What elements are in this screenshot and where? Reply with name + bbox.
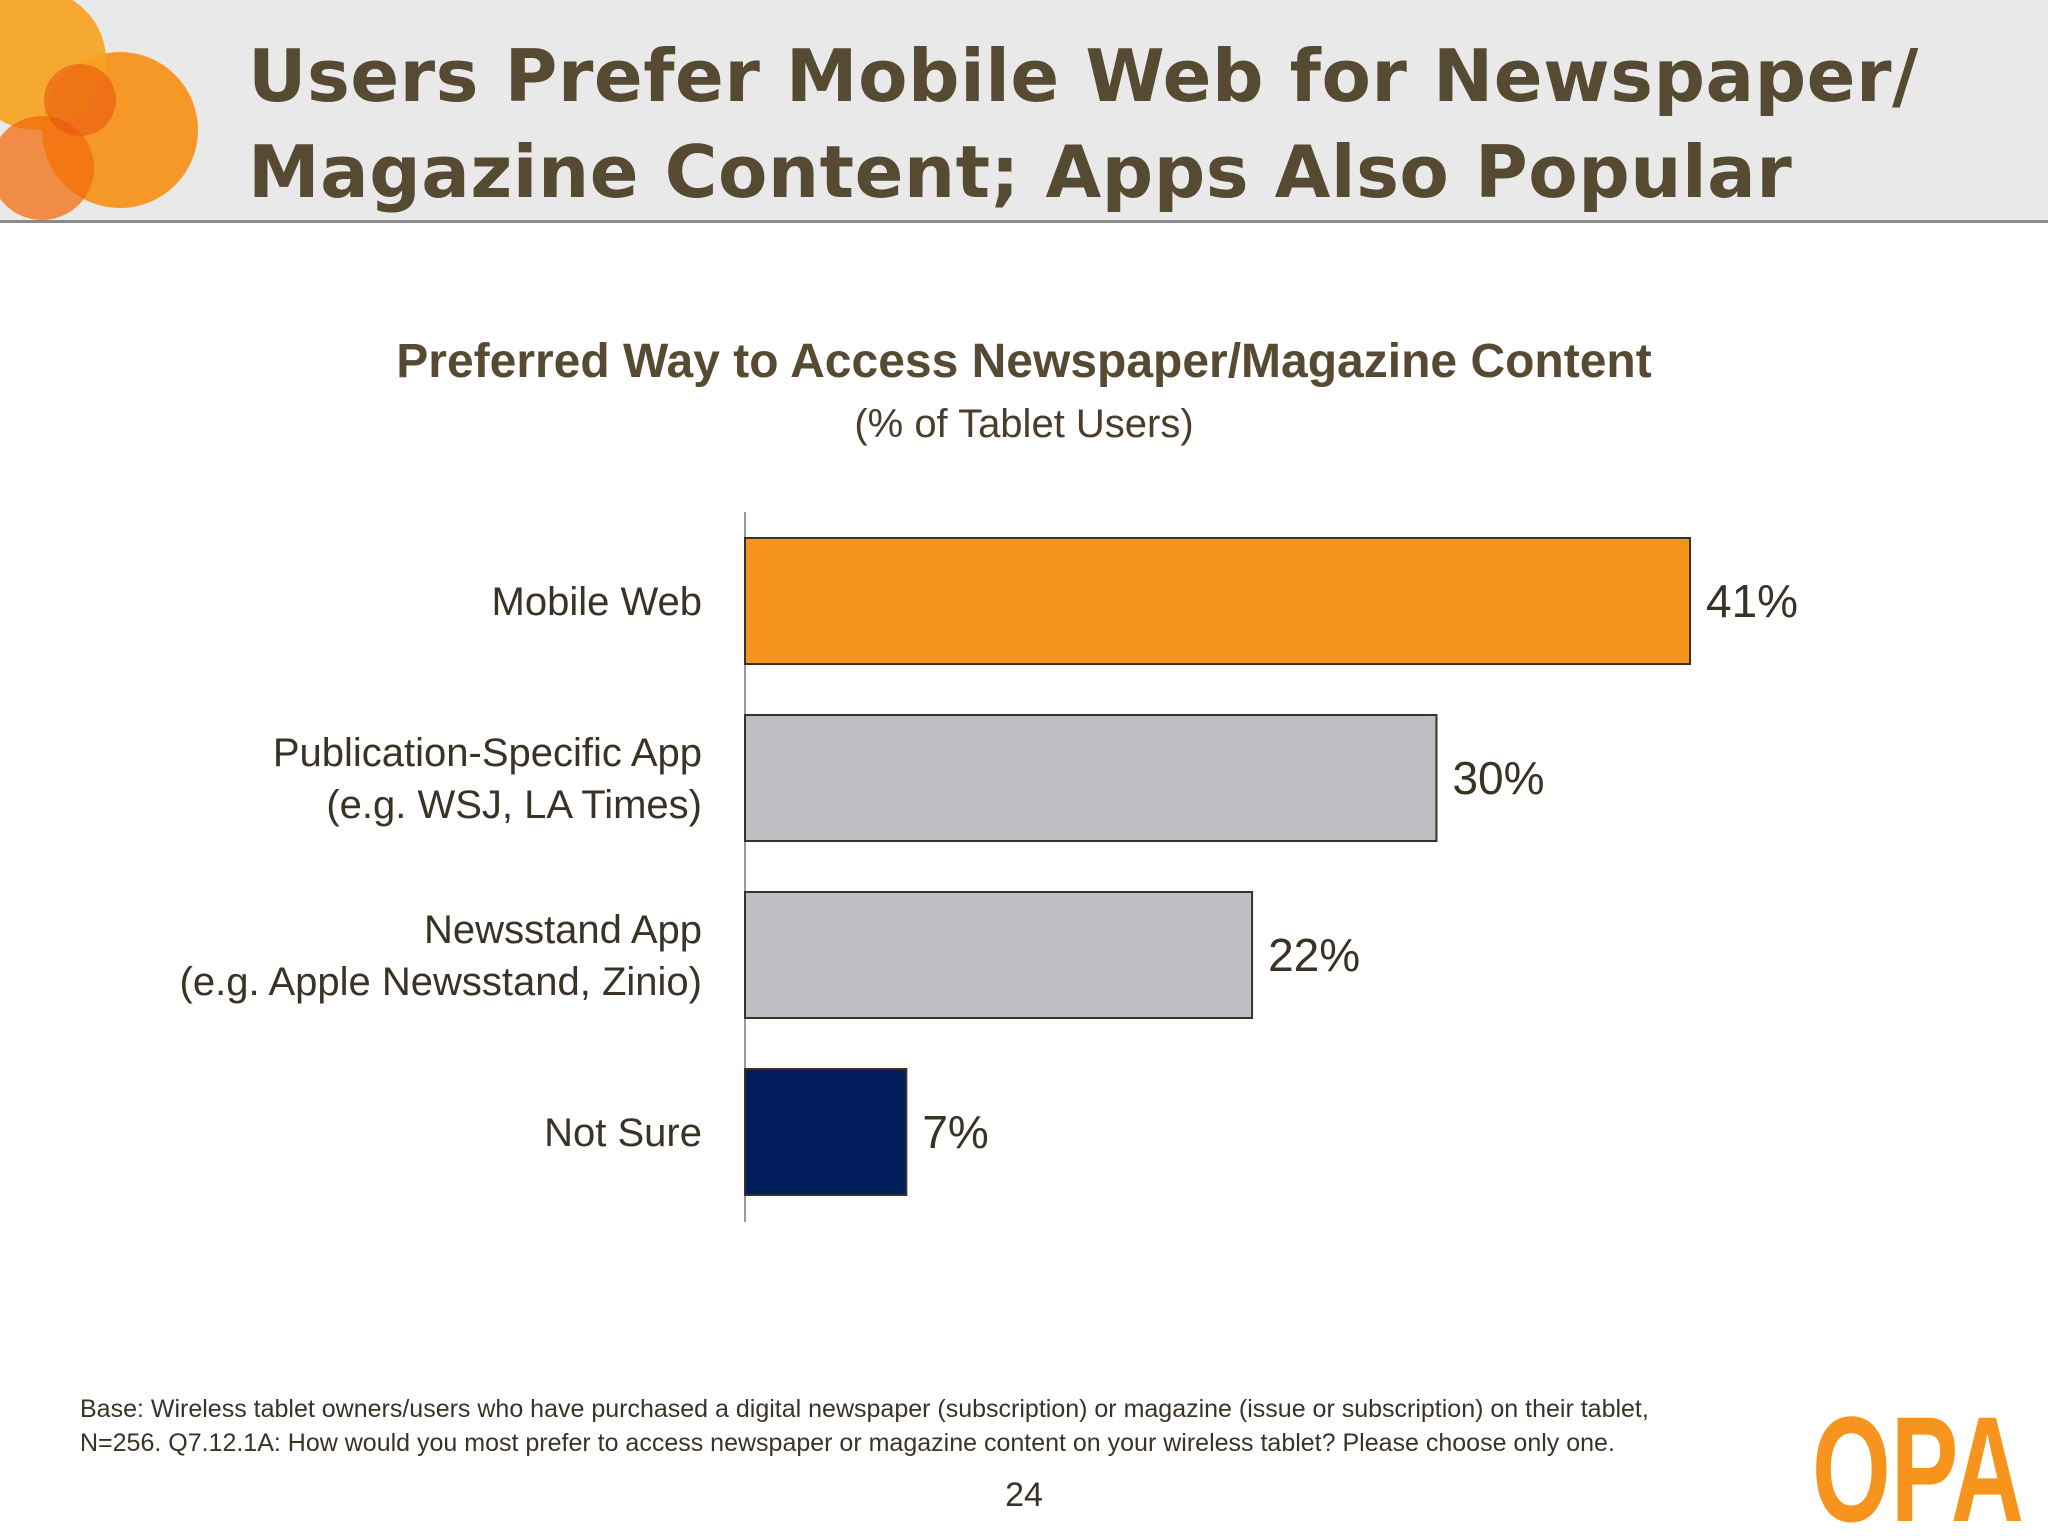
slide-title: Users Prefer Mobile Web for Newspaper/ M… (248, 28, 2008, 220)
category-label-0-line-0: Mobile Web (492, 580, 702, 624)
orange-circles-logo-decoration (0, 0, 198, 220)
bar-chart: 41% Mobile Web 30% Publication-Specific App… (180, 512, 1798, 1222)
page-number: 24 (1005, 1476, 1043, 1514)
category-label-1-line-0: Publication-Specific App (273, 731, 702, 775)
opa-logo-text: OPA (1812, 1395, 2024, 1530)
chart-title: Preferred Way to Access Newspaper/Magazi… (396, 335, 1652, 388)
bar-0 (744, 537, 1691, 665)
slide-header: Users Prefer Mobile Web for Newspaper/ M… (0, 0, 2048, 223)
bar-value-label-2: 22% (1268, 929, 1360, 981)
category-label-3-line-0: Not Sure (544, 1111, 702, 1155)
footnote: Base: Wireless tablet owners/users who h… (80, 1392, 1820, 1460)
footnote-line-1: Base: Wireless tablet owners/users who h… (80, 1395, 1649, 1423)
bar-value-label-0: 41% (1706, 575, 1798, 627)
bar-2 (744, 891, 1254, 1019)
bar-value-label-1: 30% (1452, 752, 1544, 804)
bar-value-label-3: 7% (922, 1106, 988, 1158)
bar-1 (744, 714, 1438, 842)
category-label-2-line-0: Newsstand App (424, 908, 702, 952)
category-label-1-line-1: (e.g. WSJ, LA Times) (326, 783, 702, 827)
bar-3 (744, 1068, 908, 1196)
slide-title-line-2: Magazine Content; Apps Also Popular (248, 130, 1793, 214)
category-label-2-line-1: (e.g. Apple Newsstand, Zinio) (180, 960, 702, 1004)
chart-subtitle: (% of Tablet Users) (854, 402, 1194, 446)
footnote-line-2: N=256. Q7.12.1A: How would you most pref… (80, 1429, 1615, 1457)
slide-title-line-1: Users Prefer Mobile Web for Newspaper/ (248, 34, 1919, 118)
opa-logo: OPA (1812, 1395, 2024, 1530)
